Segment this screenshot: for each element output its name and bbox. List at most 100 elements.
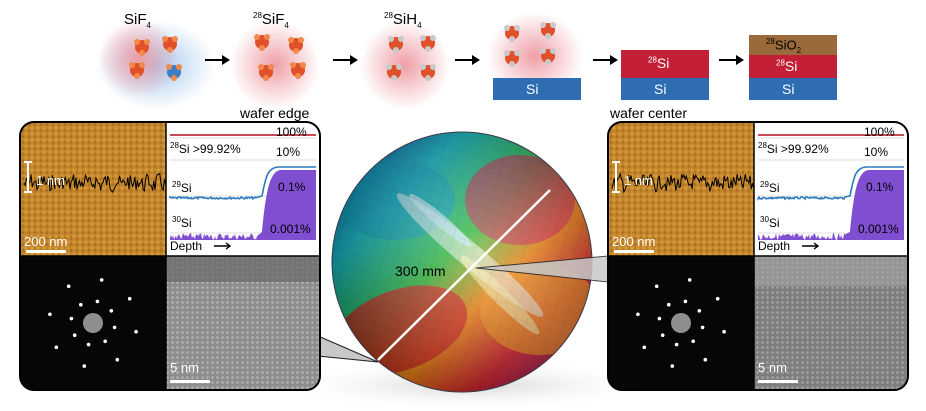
label-28sif4: 28SiF4: [253, 12, 289, 30]
right-fft-spot: [660, 333, 665, 338]
arrow-5: [719, 55, 744, 65]
right-fft-spot: [697, 309, 702, 313]
left-fft-spot: [99, 278, 104, 282]
left-afm-height-scale: 1 nm: [36, 173, 65, 188]
right-fft-center-glow: [671, 313, 691, 333]
left-afm-length-scale: 200 nm: [24, 234, 68, 249]
stage5-layer-text: Si: [656, 55, 670, 71]
right-si28-value: >99.92%: [780, 142, 829, 156]
right-fft-spot: [674, 342, 679, 347]
label-sif4: SiF4: [124, 12, 151, 30]
left-sims-si30: 30Si: [172, 215, 192, 230]
stage4-substrate: [493, 78, 581, 100]
left-si28-symbol: Si: [178, 142, 190, 156]
stage6-oxide-subscript: 2: [796, 45, 802, 55]
right-afm-length-bar: [614, 250, 654, 253]
right-sims-10: 10%: [864, 145, 889, 159]
right-fft-spot: [683, 299, 688, 304]
left-tem-scale-bar: [170, 380, 210, 383]
wafer-center-title: wafer center: [610, 105, 688, 121]
left-sims-si30-trace: [170, 170, 316, 240]
right-sims-si30-trace: [758, 170, 904, 240]
right-fft-spot: [703, 357, 708, 362]
left-sims-si28: 28Si >99.92%: [170, 141, 241, 156]
stage4-molecules: [504, 22, 556, 67]
right-sims-0001: 0.001%: [858, 222, 899, 236]
right-fft-spot: [715, 296, 720, 301]
28sif4-subscript: 4: [284, 21, 289, 30]
stage1-molecules: [129, 36, 182, 81]
arrow-3: [455, 55, 480, 65]
28sih4-superscript: 28: [384, 11, 393, 20]
left-fft-center-glow: [83, 313, 103, 333]
right-afm-length-scale: 200 nm: [612, 234, 656, 249]
left-fft-spot: [109, 309, 114, 313]
stage6-oxide-text: SiO: [774, 37, 797, 53]
left-sims-01: 0.1%: [278, 180, 306, 194]
stage1-glow-red: [98, 18, 178, 98]
stage2-glow: [230, 20, 320, 110]
left-sims-depth-arrow: [214, 242, 232, 250]
left-fft-spot: [54, 345, 59, 350]
right-sims-100: 100%: [864, 125, 895, 139]
28sih4-subscript: 4: [417, 21, 422, 30]
stage6-layer-label: 28Si: [776, 59, 797, 73]
stage6-oxide-superscript: 28: [766, 37, 775, 46]
left-si30-superscript: 30: [172, 215, 181, 224]
right-si30-symbol: Si: [768, 216, 780, 230]
right-fft-spot: [700, 325, 705, 330]
right-si29-superscript: 29: [760, 180, 769, 189]
right-sims-si29-trace: [757, 166, 904, 201]
left-fft-spot: [69, 316, 74, 321]
left-fft-spot: [115, 357, 120, 362]
stage3-molecules: [386, 35, 436, 81]
stage5-si28-layer: [621, 50, 709, 78]
right-si28-symbol: Si: [766, 142, 778, 156]
28sih4-text: SiH: [392, 11, 418, 28]
stage6-oxide-layer: [749, 35, 837, 55]
stage6-oxide-label: 28SiO2: [766, 38, 801, 55]
left-sims-0001: 0.001%: [270, 222, 311, 236]
right-inset-panel: [607, 121, 909, 391]
right-tem-scale-bar: [758, 380, 798, 383]
right-fft-spot: [691, 339, 695, 344]
left-sims-si29: 29Si: [172, 180, 192, 195]
right-afm-image: [608, 122, 754, 256]
left-sims-depth: Depth: [170, 239, 203, 253]
stage5-layer-label: 28Si: [648, 56, 669, 70]
left-afm-height-bar: [24, 161, 32, 193]
right-sims-01: 0.1%: [866, 180, 894, 194]
right-afm-trace: [611, 172, 755, 194]
process-chain: [96, 12, 837, 110]
left-afm-trace: [23, 172, 167, 193]
stage2-molecules: [254, 34, 306, 81]
left-afm-image: [20, 122, 166, 256]
arrow-1: [205, 55, 230, 65]
right-sims-si29: 29Si: [760, 180, 780, 195]
stage3-glow: [360, 20, 450, 110]
left-si29-symbol: Si: [180, 181, 192, 195]
sif4-text: SiF: [124, 11, 147, 28]
stage5-layer-superscript: 28: [648, 55, 657, 65]
right-sims-si28: 28Si >99.92%: [758, 142, 829, 156]
right-fft-spot: [642, 345, 647, 350]
arrow-4: [593, 55, 618, 65]
stage6-substrate: [749, 78, 837, 100]
left-si29-superscript: 29: [172, 180, 181, 189]
left-afm-length-bar: [26, 250, 66, 253]
stage5-substrate: [621, 78, 709, 100]
left-fft-spot: [134, 329, 138, 334]
right-fft-spot: [687, 278, 692, 282]
right-si30-superscript: 30: [760, 215, 769, 224]
left-fft-spot: [79, 302, 83, 307]
right-fft-spot: [670, 364, 675, 368]
right-fft-spot: [636, 312, 640, 317]
left-si30-symbol: Si: [180, 216, 192, 230]
left-fft-spot: [66, 284, 71, 289]
stage5-substrate-label: Si: [654, 81, 667, 97]
left-fft-spot: [48, 312, 52, 317]
right-tem-scale: 5 nm: [758, 360, 787, 375]
left-fft-spot: [72, 333, 77, 338]
left-si28-superscript: 28: [170, 141, 179, 150]
